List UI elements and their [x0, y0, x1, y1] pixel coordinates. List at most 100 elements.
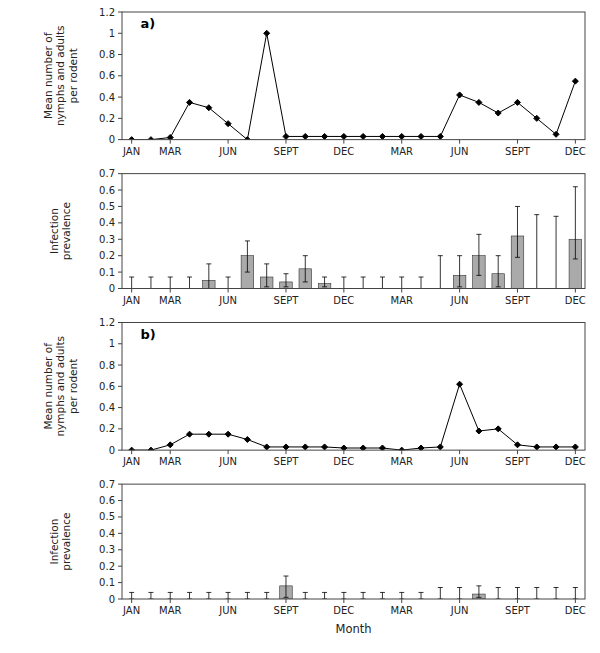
error-bar — [168, 277, 173, 288]
y-tick-label: 0.1 — [99, 267, 115, 278]
y-tick — [118, 12, 122, 13]
y-tick-label: 0 — [109, 445, 115, 456]
y-tick — [118, 190, 122, 191]
error-bar — [515, 588, 520, 599]
x-tick — [170, 599, 171, 603]
y-tick-label: 0.5 — [99, 511, 115, 522]
y-tick — [118, 97, 122, 98]
marker — [457, 92, 463, 98]
marker — [360, 445, 366, 450]
error-bar — [245, 241, 250, 272]
x-tick — [131, 289, 132, 293]
y-tick — [118, 516, 122, 517]
marker — [476, 428, 482, 434]
x-tick-label: JUN — [450, 605, 469, 616]
x-tick — [228, 599, 229, 603]
marker — [476, 99, 482, 105]
error-bar — [264, 592, 269, 599]
x-tick-label: JUN — [450, 456, 469, 467]
plot-area — [129, 187, 581, 289]
marker — [495, 110, 501, 116]
x-tick — [170, 450, 171, 454]
x-tick — [131, 140, 132, 144]
y-tick — [118, 322, 122, 323]
x-tick — [228, 289, 229, 293]
error-bar — [399, 592, 404, 599]
y-tick-label: 0.3 — [99, 234, 115, 245]
y-tick-label: 0.2 — [99, 250, 115, 261]
y-tick-label: 0.3 — [99, 544, 115, 555]
marker — [322, 133, 328, 139]
error-bar — [264, 264, 269, 287]
y-tick — [118, 173, 122, 174]
x-tick-label: SEPT — [274, 456, 300, 467]
error-bar — [573, 588, 578, 599]
error-bar — [361, 277, 366, 288]
figure: 00.20.40.60.811.2JANMARJUNSEPTDECMARJUNS… — [0, 0, 600, 653]
marker — [360, 133, 366, 139]
y-tick-label: 0.2 — [99, 423, 115, 434]
y-tick — [118, 272, 122, 273]
y-tick-label: 0.6 — [99, 70, 115, 81]
y-tick — [118, 54, 122, 55]
x-tick — [517, 140, 518, 144]
error-bar — [457, 588, 462, 599]
x-tick-label: MAR — [159, 146, 181, 157]
marker — [264, 30, 270, 36]
x-tick-label: DEC — [333, 456, 354, 467]
x-tick — [285, 450, 286, 454]
line — [132, 33, 576, 139]
y-tick-label: 0.8 — [99, 360, 115, 371]
x-tick-label: MAR — [391, 456, 413, 467]
plot-area — [129, 576, 578, 599]
y-tick — [118, 75, 122, 76]
y-tick-label: 1 — [109, 28, 115, 39]
marker — [379, 445, 385, 450]
marker — [187, 431, 193, 437]
y-axis-label: Mean number ofnymphs and adultsper roden… — [42, 26, 79, 127]
x-tick-label: JAN — [122, 295, 140, 306]
plot-area — [129, 381, 579, 450]
x-tick-label: SEPT — [274, 605, 300, 616]
error-bar — [283, 576, 288, 597]
marker — [264, 444, 270, 450]
marker — [553, 131, 559, 137]
error-bar — [419, 277, 424, 288]
marker — [399, 133, 405, 139]
x-tick — [401, 450, 402, 454]
x-tick — [575, 599, 576, 603]
x-tick-label: SEPT — [274, 146, 300, 157]
y-tick — [118, 139, 122, 140]
error-bar — [303, 256, 308, 282]
x-tick-label: JAN — [122, 146, 140, 157]
error-bar — [322, 277, 327, 287]
y-tick — [118, 33, 122, 34]
error-bar — [438, 256, 443, 289]
y-tick-label: 0.4 — [99, 217, 115, 228]
error-bar — [129, 277, 134, 288]
background — [0, 0, 600, 653]
error-bar — [322, 592, 327, 599]
marker — [514, 99, 520, 105]
marker — [206, 105, 212, 111]
marker — [341, 133, 347, 139]
y-tick — [118, 222, 122, 223]
x-tick-label: SEPT — [505, 605, 531, 616]
plot-area — [129, 30, 579, 139]
x-tick-label: JUN — [218, 456, 237, 467]
panel-label: b) — [141, 327, 156, 342]
error-bar — [380, 592, 385, 599]
x-tick — [170, 289, 171, 293]
marker — [167, 135, 173, 140]
line — [132, 384, 576, 450]
x-tick-label: JUN — [450, 295, 469, 306]
y-tick-label: 0 — [109, 134, 115, 145]
x-tick-label: SEPT — [505, 456, 531, 467]
x-tick-label: JUN — [218, 146, 237, 157]
error-bar — [226, 277, 231, 288]
x-tick-label: JUN — [218, 295, 237, 306]
x-tick-label: DEC — [333, 295, 354, 306]
x-tick — [401, 599, 402, 603]
marker — [302, 444, 308, 450]
error-bar — [341, 277, 346, 288]
